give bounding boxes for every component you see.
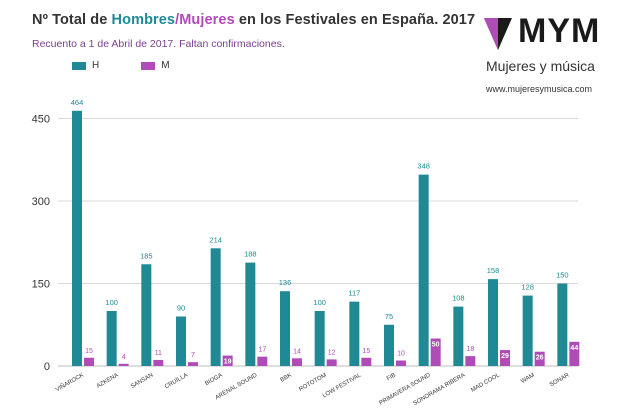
x-tick-label: BBK — [280, 373, 293, 384]
data-label-h: 100 — [105, 298, 118, 307]
title-slash: / — [175, 12, 180, 28]
mym-logo-icon — [484, 18, 512, 50]
data-label-h: 348 — [417, 162, 430, 171]
legend-item-m: M — [141, 60, 170, 71]
data-label-m: 10 — [397, 351, 405, 358]
bar-m — [430, 338, 441, 366]
data-label-m: 4 — [122, 354, 126, 361]
data-label-m: 11 — [155, 350, 162, 357]
x-tick-label: ROTOTOM — [298, 373, 327, 393]
bar-m — [257, 356, 268, 366]
bar-m — [569, 341, 580, 366]
bar-m — [222, 355, 233, 366]
data-label-m: 15 — [85, 348, 93, 355]
y-tick-label: 450 — [32, 114, 50, 126]
data-label-m: 26 — [536, 355, 544, 362]
bar-h — [176, 316, 186, 366]
title-prefix: Nº Total de — [32, 12, 112, 28]
data-label-m: 7 — [191, 352, 195, 359]
legend: H M — [72, 60, 170, 71]
y-tick-label: 150 — [32, 279, 50, 291]
data-label-h: 100 — [313, 298, 326, 307]
data-label-m: 29 — [501, 353, 509, 360]
bar-h — [522, 295, 533, 366]
data-label-m: 18 — [466, 346, 474, 353]
x-tick-label: VIÑAROCK — [54, 372, 85, 394]
title-suffix: en los Festivales en España. 2017 — [234, 12, 476, 28]
x-tick-label: CRUÏLLA — [164, 372, 189, 391]
data-label-m: 19 — [224, 359, 232, 366]
logo-tagline: Mujeres y música — [486, 58, 595, 74]
bar-h — [280, 291, 290, 366]
bar-m — [500, 350, 510, 366]
bar-m — [361, 357, 372, 366]
data-label-h: 188 — [244, 250, 257, 259]
data-label-m: 17 — [258, 347, 266, 354]
bar-m — [153, 359, 164, 366]
bar-h — [245, 262, 256, 366]
bar-h — [141, 264, 152, 366]
data-label-h: 108 — [452, 294, 465, 303]
data-label-h: 185 — [140, 251, 153, 260]
x-tick-label: SONAR — [549, 372, 571, 388]
bar-m — [534, 351, 545, 366]
bar-h — [72, 110, 82, 366]
data-label-h: 128 — [521, 283, 534, 292]
bar-h — [488, 279, 498, 366]
bar-m — [118, 363, 129, 366]
bar-h — [314, 311, 325, 366]
bar-h — [349, 301, 360, 366]
bar-m — [326, 359, 337, 366]
bar-h — [384, 324, 394, 366]
bar-m — [84, 357, 94, 366]
data-label-h: 214 — [209, 235, 222, 244]
logo-url: www.mujeresymusica.com — [486, 84, 593, 94]
y-tick-label: 300 — [32, 196, 50, 208]
data-label-m: 14 — [293, 348, 301, 355]
bar-m — [465, 356, 476, 366]
data-label-m: 44 — [570, 345, 578, 352]
data-label-h: 90 — [177, 304, 185, 313]
legend-label-m: M — [161, 60, 170, 71]
data-label-m: 15 — [362, 348, 370, 355]
x-tick-label: FIB — [386, 373, 397, 383]
legend-swatch-m — [141, 61, 156, 70]
x-tick-label: AZKENA — [96, 373, 120, 390]
legend-label-h: H — [92, 60, 100, 71]
x-tick-label: LOW FESTIVAL — [322, 372, 363, 399]
legend-swatch-h — [72, 61, 86, 70]
data-label-m: 50 — [432, 342, 440, 349]
mym-logo: MYM Mujeres y música www.mujeresymusica.… — [482, 10, 622, 100]
data-label-h: 136 — [279, 278, 292, 287]
x-tick-label: WAM — [520, 373, 536, 385]
logo-brand: MYM — [518, 12, 601, 50]
data-label-m: 12 — [328, 349, 336, 356]
chart-title: Nº Total de Hombres/Mujeres en los Festi… — [32, 12, 475, 28]
legend-item-h: H — [72, 60, 99, 71]
y-tick-label: 0 — [44, 361, 50, 373]
data-label-h: 464 — [71, 98, 84, 107]
bar-m — [188, 362, 198, 366]
bar-h — [453, 306, 464, 366]
bar-m — [292, 358, 302, 366]
title-hombres: Hombres — [111, 12, 176, 28]
x-tick-label: MAD COOL — [470, 372, 501, 394]
bar-m — [396, 360, 406, 366]
bar-h — [210, 248, 221, 366]
data-label-h: 150 — [556, 271, 569, 280]
bar-h — [106, 311, 117, 366]
data-label-h: 158 — [487, 266, 500, 275]
bar-h — [418, 174, 429, 366]
bar-h — [557, 283, 568, 366]
x-tick-label: SANSAN — [130, 373, 154, 391]
data-label-h: 75 — [385, 312, 393, 321]
x-tick-label: BIOGA — [204, 373, 223, 388]
title-mujeres: Mujeres — [179, 12, 235, 28]
data-label-h: 117 — [348, 289, 360, 298]
chart-subtitle: Recuento a 1 de Abril de 2017. Faltan co… — [32, 38, 285, 50]
